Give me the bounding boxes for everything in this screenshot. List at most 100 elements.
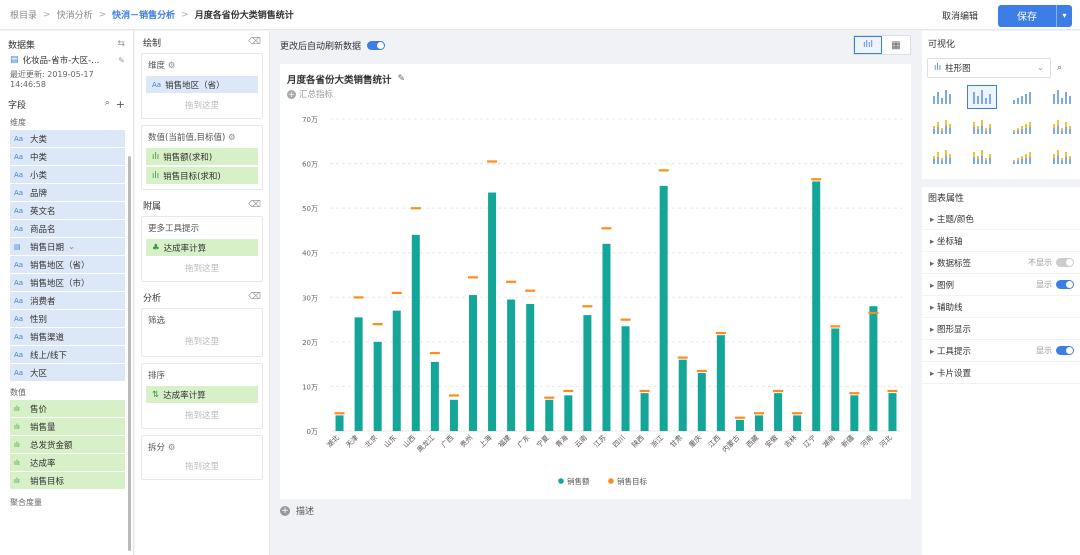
chevron-down-icon[interactable]: ▾ (1056, 4, 1072, 27)
measure-field[interactable]: ılı 销售量 (10, 418, 125, 435)
target-marker (677, 356, 688, 359)
settings-icon[interactable]: ⚙ (167, 443, 176, 453)
dimension-field[interactable]: Aa 中类 (10, 148, 125, 165)
dimension-field[interactable]: Aa 销售地区（市） (10, 274, 125, 291)
auto-refresh-toggle[interactable] (367, 41, 386, 50)
describe-link[interactable]: 描述 (296, 507, 315, 517)
bar-chart-icon[interactable] (927, 85, 957, 109)
save-button-label: 保存 (1017, 12, 1037, 23)
waterfall-chart-icon[interactable] (1047, 85, 1077, 109)
sort-title: 排序 (148, 371, 166, 381)
prop-status: 不显示 (1028, 258, 1052, 267)
dimension-chip[interactable]: Aa 销售地区（省） (146, 76, 258, 93)
switch-dataset-icon[interactable]: ⇆ (117, 39, 125, 49)
measure-field[interactable]: ılı 达成率 (10, 454, 125, 471)
x-tick-label: 黑龙江 (415, 433, 436, 454)
settings-icon[interactable]: ⚙ (228, 133, 236, 143)
dimension-field[interactable]: Aa 消费者 (10, 292, 125, 309)
breadcrumb-folder[interactable]: 快消分析 (56, 11, 93, 21)
grouped-bar-chart-icon[interactable] (967, 85, 997, 109)
value-chip-target[interactable]: ılı 销售目标(求和) (146, 167, 258, 184)
prop-row[interactable]: ▸ 卡片设置 (922, 362, 1080, 384)
prop-status: 显示 (1036, 280, 1052, 289)
dataset-name[interactable]: 化妆品-省市-大区-... (22, 56, 100, 66)
settings-icon[interactable]: ⚙ (167, 61, 176, 71)
prop-row[interactable]: ▸ 坐标轴 (922, 230, 1080, 252)
tooltip-chip[interactable]: ♣ 达成率计算 (146, 239, 258, 256)
prop-row[interactable]: ▸ 主题/颜色 (922, 208, 1080, 230)
clear-icon[interactable]: ⌫ (248, 292, 261, 302)
dimension-field[interactable]: Aa 小类 (10, 166, 125, 183)
cancel-edit-button[interactable]: 取消编辑 (941, 12, 978, 22)
target-marker (658, 169, 669, 172)
add-circle-icon[interactable]: + (287, 89, 296, 99)
stacked-area-bar-chart-icon[interactable] (1047, 115, 1077, 139)
dimension-chip-label: 销售地区（省） (165, 80, 225, 91)
error-bar-chart-icon[interactable] (1047, 145, 1077, 169)
dot-stacked-bar-chart-icon[interactable] (967, 145, 997, 169)
clear-icon[interactable]: ⌫ (248, 200, 261, 210)
dimension-field[interactable]: ▤ 销售日期 ⌄ (10, 238, 125, 255)
range-bar-chart-icon[interactable] (1007, 115, 1037, 139)
add-circle-icon[interactable]: + (280, 505, 290, 516)
prop-row[interactable]: ▸ 辅助线 (922, 296, 1080, 318)
chart-card: 月度各省份大类销售统计 ✎ + 汇总指标 0万 10万 20万 30万 40万 50万 60… (280, 64, 911, 499)
measure-field[interactable]: ılı 销售目标 (10, 472, 125, 489)
chevron-down-icon[interactable]: ⌄ (68, 241, 76, 252)
measure-field[interactable]: ılı 售价 (10, 400, 125, 417)
sort-dropzone[interactable]: 排序 ⇅ 达成率计算 拖到这里 (141, 363, 263, 429)
value-chip-label: 销售目标(求和) (163, 171, 221, 182)
dimension-field[interactable]: Aa 销售渠道 (10, 328, 125, 345)
summary-metric-link[interactable]: 汇总指标 (299, 90, 334, 100)
dimension-field[interactable]: Aa 线上/线下 (10, 346, 125, 363)
dimension-field[interactable]: Aa 商品名 (10, 220, 125, 237)
multi-stacked-bar-chart-icon[interactable] (927, 145, 957, 169)
dataset-updated-time: 14:46:58 (10, 80, 46, 89)
dimension-field[interactable]: Aa 性别 (10, 310, 125, 327)
percent-stacked-bar-chart-icon[interactable] (967, 115, 997, 139)
x-tick-label: 山西 (401, 433, 417, 449)
search-icon[interactable]: ⌕ (1057, 63, 1063, 73)
dimension-dropzone[interactable]: 维度 ⚙ Aa 销售地区（省） 拖到这里 (141, 53, 263, 119)
prop-toggle[interactable] (1056, 280, 1074, 289)
filter-dropzone[interactable]: 筛选 拖到这里 (141, 308, 263, 357)
dimension-field[interactable]: Aa 品牌 (10, 184, 125, 201)
x-tick-label: 重庆 (687, 433, 703, 449)
dimension-field[interactable]: Aa 销售地区（省） (10, 256, 125, 273)
edit-dataset-icon[interactable]: ✎ (118, 55, 125, 65)
prop-row[interactable]: ▸ 图形显示 (922, 318, 1080, 340)
measure-list: ılı 售价 ılı 销售量 ılı 总发货金额 ılı 达成率 ılı 销售目标 (0, 400, 133, 489)
save-button[interactable]: 保存 ▾ (998, 4, 1072, 27)
line-bar-chart-icon[interactable] (1007, 85, 1037, 109)
comparison-bar-chart-icon[interactable] (1007, 145, 1037, 169)
target-marker (410, 207, 421, 210)
search-icon[interactable]: ⌕ (104, 97, 110, 108)
prop-row[interactable]: ▸ 图例 显示 (922, 274, 1080, 296)
bar (774, 393, 783, 431)
add-field-icon[interactable]: + (115, 97, 125, 111)
prop-row[interactable]: ▸ 工具提示 显示 (922, 340, 1080, 362)
chart-view-icon[interactable]: ılıl (854, 36, 882, 54)
dimension-field[interactable]: Aa 大类 (10, 130, 125, 147)
table-view-icon[interactable]: ▦ (891, 39, 901, 51)
edit-title-icon[interactable]: ✎ (397, 74, 406, 84)
value-dropzone[interactable]: 数值(当前值,目标值) ⚙ ılı 销售额(求和) ılı 销售目标(求和) (141, 125, 263, 190)
dimension-field[interactable]: Aa 英文名 (10, 202, 125, 219)
breadcrumb-subfolder[interactable]: 快消－销售分析 (112, 11, 176, 21)
tooltip-dropzone[interactable]: 更多工具提示 ♣ 达成率计算 拖到这里 (141, 216, 263, 282)
sort-chip[interactable]: ⇅ 达成率计算 (146, 386, 258, 403)
breadcrumb-root[interactable]: 根目录 (10, 11, 38, 21)
target-marker (372, 323, 383, 326)
stacked-bar-chart-icon[interactable] (927, 115, 957, 139)
split-dropzone[interactable]: 拆分 ⚙ 拖到这里 (141, 435, 263, 480)
dimension-field[interactable]: Aa 大区 (10, 364, 125, 381)
prop-toggle[interactable] (1056, 258, 1074, 267)
prop-row[interactable]: ▸ 数据标签 不显示 (922, 252, 1080, 274)
chart-type-select[interactable]: ılı 柱形图 ⌄ (927, 58, 1051, 78)
measure-field[interactable]: ılı 总发货金额 (10, 436, 125, 453)
x-tick-label: 内蒙古 (720, 433, 741, 454)
clear-icon[interactable]: ⌫ (248, 37, 261, 47)
scrollbar[interactable] (128, 156, 131, 551)
prop-toggle[interactable] (1056, 346, 1074, 355)
value-chip-sales[interactable]: ılı 销售额(求和) (146, 148, 258, 165)
